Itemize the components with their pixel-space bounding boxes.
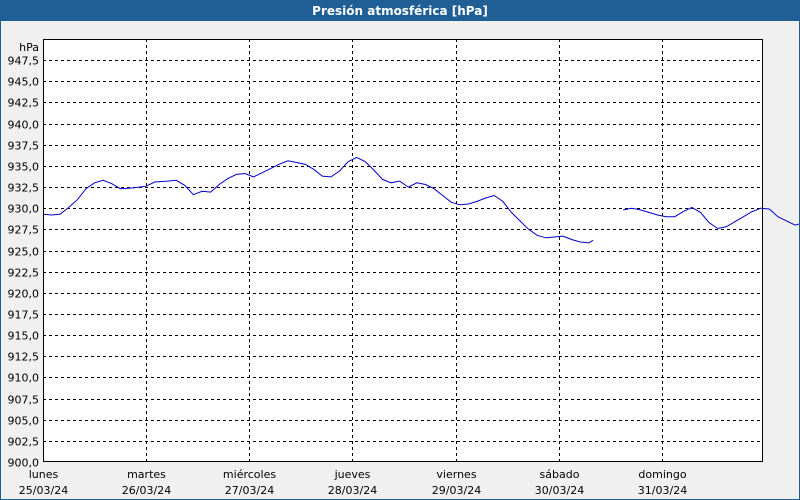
pressure-line-segment xyxy=(623,206,799,230)
x-tick-day-label: sábado xyxy=(540,468,580,481)
x-tick-day-label: miércoles xyxy=(223,468,276,481)
y-tick-label: 942,5 xyxy=(8,97,40,110)
x-tick-day-label: jueves xyxy=(334,468,371,481)
x-tick-date-label: 28/03/24 xyxy=(328,484,377,497)
pressure-chart: 900,0 902,5 905,0 907,5 910,0 912,5 915,0 917,5… xyxy=(8,39,799,497)
x-tick-day-label: viernes xyxy=(436,468,476,481)
y-tick-label: 902,5 xyxy=(8,436,40,449)
y-tick-label: 945,0 xyxy=(8,76,40,89)
y-tick-label: 922,5 xyxy=(8,267,40,280)
y-tick-label: 917,5 xyxy=(8,309,40,322)
plot-area xyxy=(43,39,763,462)
x-tick-date-label: 29/03/24 xyxy=(432,484,481,497)
y-axis-unit-label: hPa xyxy=(19,41,39,54)
y-tick-label: 927,5 xyxy=(8,224,40,237)
x-axis-ticks: lunes 25/03/24 martes 26/03/24 miércoles 27/0… xyxy=(19,468,687,497)
x-tick-date-label: 31/03/24 xyxy=(638,484,687,497)
pressure-line-segment xyxy=(42,156,594,244)
x-tick-day-label: martes xyxy=(127,468,166,481)
y-tick-label: 925,0 xyxy=(8,246,40,259)
y-tick-label: 915,0 xyxy=(8,330,40,343)
y-tick-label: 930,0 xyxy=(8,203,40,216)
y-tick-label: 940,0 xyxy=(8,119,40,132)
chart-title: Presión atmosférica [hPa] xyxy=(1,1,799,21)
x-tick-date-label: 26/03/24 xyxy=(122,484,171,497)
y-tick-label: 935,0 xyxy=(8,161,40,174)
y-tick-label: 910,0 xyxy=(8,372,40,385)
y-tick-label: 900,0 xyxy=(8,457,40,470)
y-tick-label: 947,5 xyxy=(8,55,40,68)
grid-lines xyxy=(43,39,763,462)
y-tick-label: 912,5 xyxy=(8,351,40,364)
y-tick-label: 920,0 xyxy=(8,288,40,301)
y-tick-label: 932,5 xyxy=(8,182,40,195)
x-tick-date-label: 25/03/24 xyxy=(19,484,68,497)
y-axis-ticks: 900,0 902,5 905,0 907,5 910,0 912,5 915,0 917,5… xyxy=(8,55,40,470)
x-tick-date-label: 30/03/24 xyxy=(535,484,584,497)
pressure-series xyxy=(42,156,799,244)
y-tick-label: 905,0 xyxy=(8,415,40,428)
y-tick-label: 937,5 xyxy=(8,140,40,153)
x-tick-date-label: 27/03/24 xyxy=(225,484,274,497)
x-tick-day-label: domingo xyxy=(638,468,686,481)
plot-border xyxy=(43,39,763,462)
y-tick-label: 907,5 xyxy=(8,394,40,407)
x-tick-day-label: lunes xyxy=(29,468,59,481)
